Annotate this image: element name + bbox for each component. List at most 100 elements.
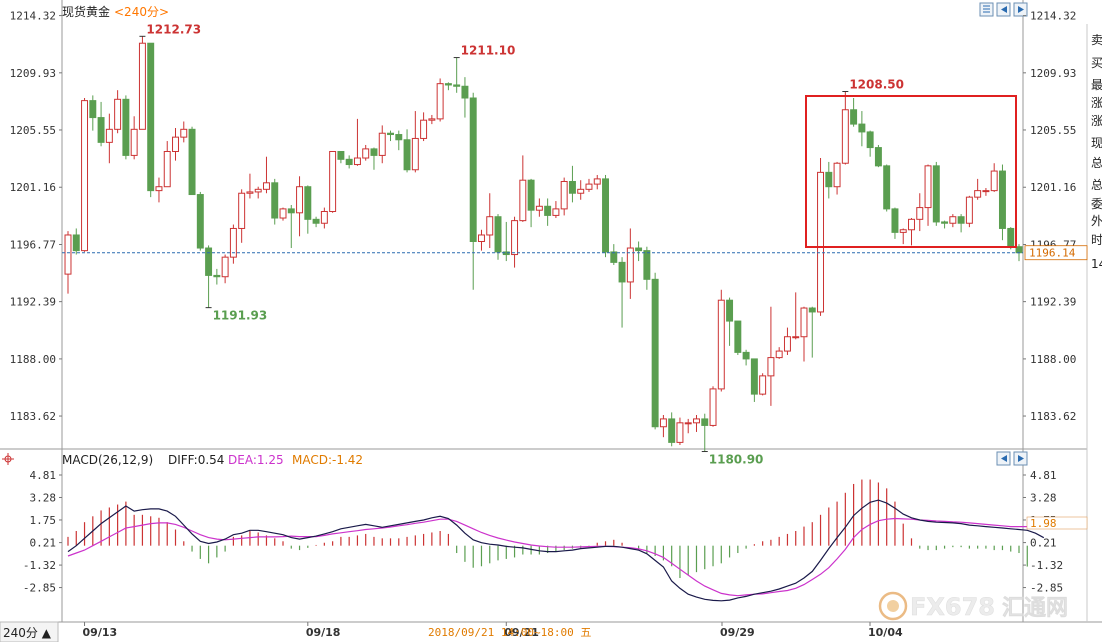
candle [378, 125, 386, 164]
macd-diff-value: DIFF:0.54 [168, 453, 224, 467]
candle [759, 373, 767, 396]
panel-toggle-icon[interactable] [979, 2, 994, 17]
candle [469, 92, 477, 290]
candle-body-down [345, 158, 353, 166]
candle [651, 272, 659, 430]
candle-body-up [974, 190, 982, 198]
candle [130, 116, 138, 160]
candle [64, 231, 72, 294]
current-price-tag: 1196.14 [1024, 245, 1088, 261]
instrument-title: 现货黄金 [62, 4, 110, 19]
candle [337, 150, 345, 164]
side-panel-label: 涨 [1091, 95, 1102, 110]
candle [246, 173, 254, 199]
candle [817, 158, 825, 316]
candle [883, 164, 891, 212]
candle-body-up [130, 128, 138, 156]
annotation-label: 1180.90 [709, 453, 764, 467]
candle [850, 98, 858, 127]
candle [709, 386, 717, 427]
candle-body-up [908, 218, 915, 231]
macd-tick-right: -1.32 [1030, 559, 1063, 572]
forward-icon[interactable] [1013, 2, 1028, 17]
candle-body-up [64, 234, 72, 275]
candle-body-down [874, 147, 882, 167]
candle [990, 163, 998, 192]
candle [486, 193, 494, 249]
macd-tick-left: -1.32 [23, 559, 56, 572]
price-tick-left: 1196.77 [10, 239, 56, 252]
candle-body-down [998, 170, 1006, 229]
candle [974, 178, 982, 200]
candle [635, 241, 643, 262]
candle [676, 417, 684, 445]
period-button[interactable]: 240分 ▲ [0, 621, 59, 642]
candle-body-down [568, 180, 576, 194]
candle-body-down [387, 132, 394, 136]
indicator-icon[interactable] [2, 453, 14, 465]
candle-body-up [759, 375, 767, 395]
candle [891, 207, 899, 239]
candle-body-down [602, 178, 609, 253]
period-label[interactable]: <240分> [114, 5, 169, 19]
candle [444, 82, 452, 91]
candle-body-up [585, 183, 593, 190]
fx678-logo-core-icon [887, 600, 899, 612]
candle-body-up [511, 220, 519, 256]
candle-body-up [792, 336, 800, 339]
candle-body-up [138, 42, 146, 130]
side-panel-label: 涨 [1091, 113, 1102, 128]
macd-back-icon[interactable] [996, 451, 1011, 466]
candle [196, 191, 204, 251]
candle [502, 221, 510, 262]
candle [262, 156, 270, 194]
candle [221, 254, 229, 284]
macd-forward-icon[interactable] [1013, 451, 1028, 466]
candle-body-down [444, 83, 452, 86]
candle [296, 176, 304, 237]
candle [395, 130, 403, 151]
candle [411, 111, 419, 173]
candle-body-up [172, 136, 179, 152]
candle-body-up [262, 182, 270, 190]
macd-tick-left: 3.28 [30, 491, 57, 504]
candle-body-down [304, 186, 312, 220]
candle-body-up [155, 186, 163, 192]
candle [941, 220, 949, 229]
back-icon[interactable] [996, 2, 1011, 17]
side-panel-label: 买 [1091, 56, 1102, 70]
candle-body-down [618, 261, 626, 283]
candle [271, 178, 279, 225]
candle-body-up [420, 119, 428, 139]
side-panel-label: 委 [1091, 197, 1102, 211]
watermark-subtext: 汇通网 [1002, 596, 1068, 621]
high-annotation: 1208.50 [842, 77, 904, 92]
candle-body-down [734, 320, 742, 353]
candle-body-up [353, 157, 361, 166]
candle [81, 98, 89, 252]
candle [122, 95, 130, 160]
side-panel-label: 最 [1091, 78, 1102, 92]
candle-body-up [709, 388, 717, 426]
candle [105, 113, 113, 164]
period-button-label[interactable]: 240分 ▲ [3, 626, 52, 640]
candle-body-up [833, 162, 841, 188]
candle-body-up [81, 100, 89, 252]
macd-tick-left: 0.21 [30, 537, 57, 550]
macd-params: MACD(26,12,9) [62, 453, 153, 467]
candle-body-down [213, 274, 221, 278]
candle-body-up [841, 109, 849, 164]
candle [89, 95, 97, 131]
candle-body-up [800, 307, 808, 338]
candle-body-up [767, 357, 775, 377]
candle-body-down [750, 358, 758, 395]
candle-body-down [271, 182, 279, 219]
candle [949, 214, 957, 228]
macd-axis: 4.814.813.283.281.751.750.210.21-1.32-1.… [23, 469, 1063, 595]
price-tick-right: 1201.16 [1030, 181, 1076, 194]
candle-body-up [221, 256, 229, 278]
candle [982, 188, 990, 196]
candle [329, 150, 337, 213]
candle-body-up [163, 150, 171, 188]
price-tick-right: 1205.55 [1030, 124, 1076, 137]
